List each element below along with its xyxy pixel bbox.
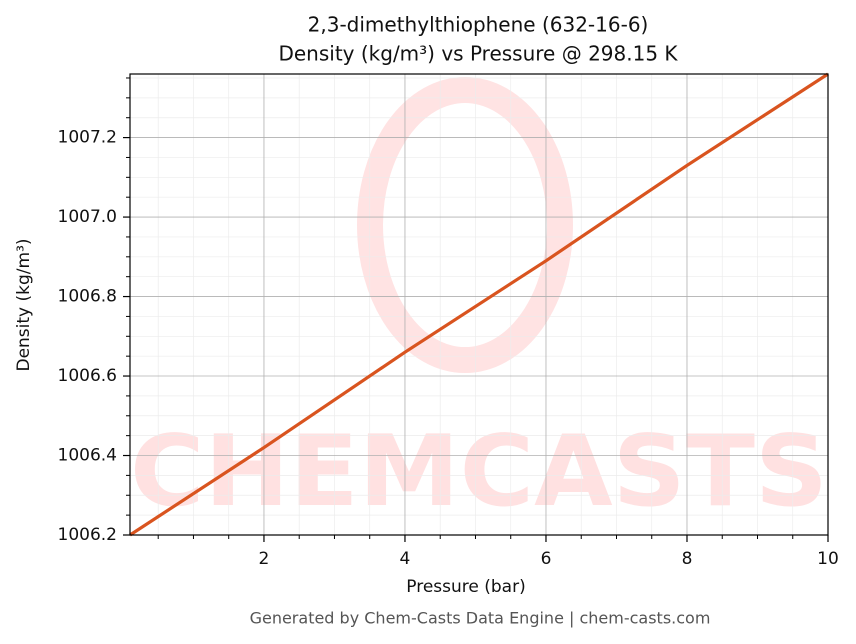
y-tick-label: 1007.2 bbox=[58, 128, 117, 148]
footer: Generated by Chem-Casts Data Engine | ch… bbox=[250, 609, 711, 628]
x-tick-label: 10 bbox=[817, 549, 839, 569]
x-axis-label: Pressure (bar) bbox=[406, 577, 525, 597]
plot-frame bbox=[129, 73, 829, 536]
y-axis-label: Density (kg/m³) bbox=[14, 238, 34, 371]
y-tick-label: 1006.6 bbox=[58, 366, 117, 386]
x-tick-label: 4 bbox=[400, 549, 411, 569]
data-line bbox=[129, 72, 829, 537]
watermark: CHEMCASTS bbox=[130, 415, 828, 529]
y-tick-label: 1006.2 bbox=[58, 525, 117, 545]
chart-title: 2,3-dimethylthiophene (632-16-6) bbox=[308, 13, 649, 37]
y-tick-label: 1006.8 bbox=[58, 287, 117, 307]
x-tick-label: 2 bbox=[259, 549, 270, 569]
x-tick-label: 6 bbox=[541, 549, 552, 569]
chart-subtitle: Density (kg/m³) vs Pressure @ 298.15 K bbox=[278, 42, 678, 66]
y-tick-label: 1006.4 bbox=[58, 446, 117, 466]
y-tick-label: 1007.0 bbox=[58, 207, 117, 227]
x-tick-label: 8 bbox=[682, 549, 693, 569]
